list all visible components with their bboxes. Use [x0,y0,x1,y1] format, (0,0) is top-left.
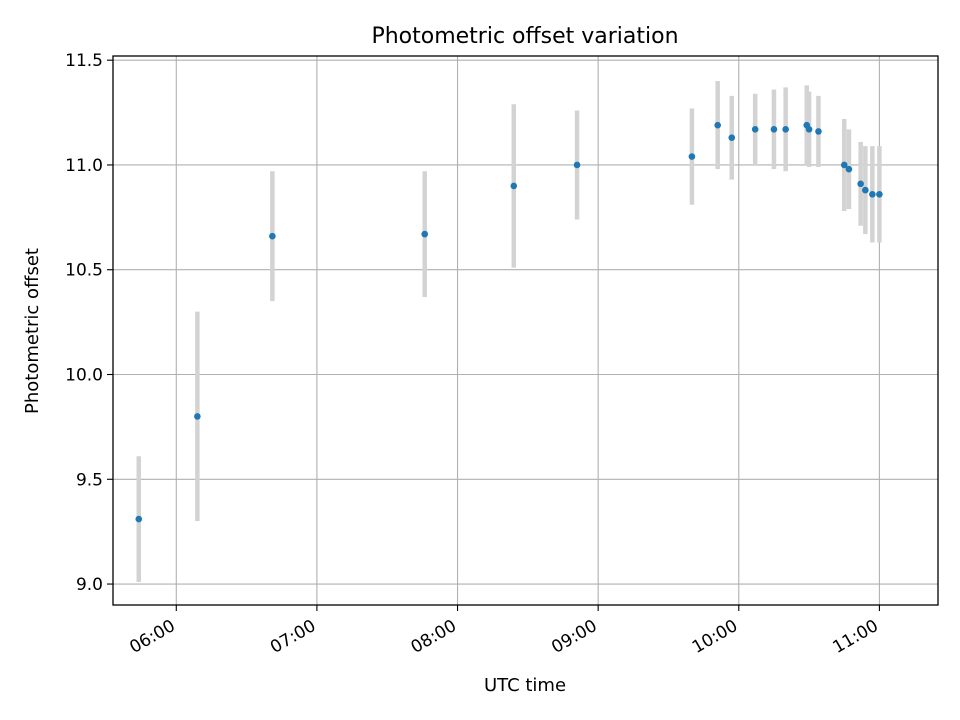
y-tick-label: 9.5 [76,470,103,490]
y-tick-label: 11.0 [65,156,103,176]
data-point [421,230,429,238]
data-point [573,161,581,169]
data-point [869,190,876,198]
data-point [857,180,864,188]
grid [113,56,938,605]
data-point [135,515,143,523]
data-point [751,126,759,133]
y-tick-label: 10.0 [65,366,103,386]
data-point [805,126,813,133]
chart-title: Photometric offset variation [371,24,678,49]
data-point [269,232,276,240]
data-point [815,128,822,135]
data-point [845,165,853,173]
y-axis-ticks: 9.0 9.5 10.0 10.5 11.0 11.5 [65,51,113,595]
data-point [770,126,778,133]
x-axis-label: UTC time [484,675,566,696]
y-axis-label: Photometric offset [22,248,43,414]
data-point [728,134,736,142]
data-point [876,190,883,198]
data-point [194,413,201,420]
y-tick-label: 10.5 [65,261,103,281]
data-point [782,126,789,133]
plot-area [113,56,938,605]
data-points [135,121,883,523]
y-tick-label: 9.0 [76,575,103,595]
data-point [862,186,869,194]
plot-frame [112,55,939,606]
data-point [840,161,848,169]
data-point [714,121,721,129]
data-point [688,153,696,160]
y-tick-label: 11.5 [65,51,103,71]
data-point [510,182,518,190]
